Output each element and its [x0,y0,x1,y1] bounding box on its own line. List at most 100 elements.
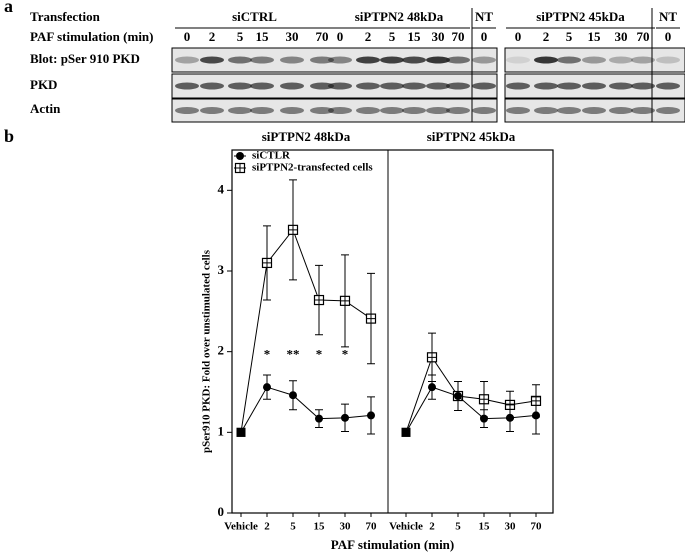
blot-band [582,82,606,90]
blot-band [609,107,633,114]
marker-cross [427,352,437,362]
blot-band [506,56,530,64]
y-tick-label: 2 [218,343,225,358]
annotation: * [342,347,349,362]
blot-band [328,82,352,90]
marker-cross [479,394,489,404]
blot-band [380,82,404,90]
blot-band [200,107,224,114]
group-label: NT [475,9,493,24]
panel-label: a [4,0,13,16]
x-tick-label: 2 [264,521,270,533]
lane-label: 0 [337,29,344,44]
blot-band [426,107,450,114]
group-label: siPTPN2 48kDa [355,9,444,24]
marker [532,411,540,420]
blot-band [228,107,252,114]
blot-band [175,82,199,90]
blot-band [582,107,606,114]
x-tick-label: 15 [314,521,326,533]
annotation: * [316,347,323,362]
marker [428,383,436,392]
row-label: PKD [30,77,57,92]
blot-band [426,56,450,64]
lane-label: 5 [237,29,244,44]
blot-band [656,107,680,114]
lane-label: 0 [184,29,191,44]
blot-band [356,82,380,90]
lane-label: 15 [588,29,602,44]
y-tick-label: 0 [218,504,225,519]
marker [341,413,349,422]
marker-cross [235,163,245,173]
x-tick-label: Vehicle [224,521,258,533]
group-label: siPTPN2 45kDa [536,9,625,24]
blot-band [175,56,199,64]
blot-panel: Transfection PAF stimulation (min) Blot: p… [30,8,685,123]
marker [339,295,351,306]
lane-label: 0 [665,29,672,44]
blot-band [175,107,199,114]
marker [261,257,273,269]
row-label: PAF stimulation (min) [30,29,154,44]
blot-band [310,82,334,90]
lane-label: 70 [637,29,650,44]
lane-label: 2 [365,29,372,44]
marker [234,162,246,174]
x-axis-label: PAF stimulation (min) [331,537,455,552]
marker [426,352,438,363]
group-label: NT [659,9,677,24]
blot-band [557,107,581,114]
marker [454,392,462,401]
blot-band [280,82,304,90]
blot-band [446,82,470,90]
blot-band [534,82,558,90]
blot-band [200,56,224,64]
marker [236,427,246,437]
series-line [240,386,372,433]
row-label: Blot: pSer 910 PKD [30,51,140,66]
annotation: * [264,347,271,362]
row-label: Actin [30,101,61,116]
lane-label: 5 [389,29,396,44]
x-tick-label: 5 [290,521,296,533]
blot-band [356,107,380,114]
blot-band [280,107,304,114]
y-tick-label: 4 [218,181,225,196]
marker [367,411,375,420]
x-tick-label: 70 [531,521,543,533]
lane-label: 70 [316,29,329,44]
lane-label: 0 [515,29,522,44]
blot-band [310,107,334,114]
y-tick-label: 1 [218,423,225,438]
marker [480,414,488,423]
blot-band [280,56,304,64]
blot-band [380,56,404,64]
lane-label: 0 [481,29,488,44]
blot-band [506,107,530,114]
marker [287,224,299,235]
marker [315,414,323,423]
row-label: Transfection [30,9,101,24]
lane-label: 5 [566,29,573,44]
marker-cross [288,225,298,235]
lane-label: 70 [452,29,465,44]
lane-label: 30 [615,29,628,44]
lane-label: 15 [256,29,270,44]
x-tick-label: 5 [455,521,461,533]
x-tick-label: Vehicle [389,521,423,533]
lane-label: 30 [432,29,445,44]
blot-band [426,82,450,90]
marker [506,413,514,422]
series-line [240,228,372,433]
blot-band [656,56,680,64]
blot-band [472,56,496,64]
panel-label: b [4,126,14,146]
marker-cross [314,295,324,305]
blot-band [609,56,633,64]
blot-band [656,82,680,90]
marker-cross [340,296,350,306]
annotation: ** [287,347,300,362]
marker-cross [262,258,272,268]
